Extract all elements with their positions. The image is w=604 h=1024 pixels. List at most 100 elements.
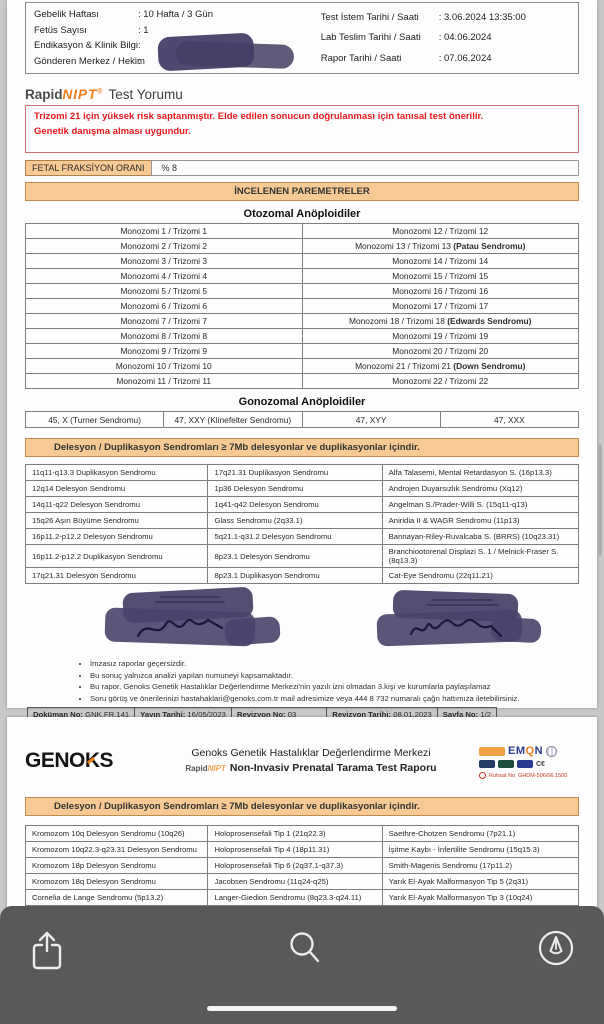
cell: Aniridia II & WAGR Sendromu (11p13) bbox=[381, 512, 580, 529]
cell-right-text: Monozomi 14 / Trizomi 14 bbox=[392, 256, 489, 266]
info-label: Gönderen Merkez / Hekim bbox=[34, 55, 145, 67]
markup-pen-icon[interactable] bbox=[536, 928, 576, 968]
cell: 47, XXX bbox=[439, 411, 580, 428]
cell: Kromozom 10q Delesyon Sendromu (10q26) bbox=[24, 825, 209, 842]
accreditation-logo-icon bbox=[479, 760, 495, 768]
cell-left: Monozomi 10 / Trizomi 10 bbox=[25, 358, 303, 374]
docinfo-value: 16/05/2023 bbox=[187, 710, 226, 720]
deldup-banner-page2: Delesyon / Duplikasyon Sendromları ≥ 7Mb… bbox=[25, 797, 579, 816]
info-row: Endikasyon & Klinik Bilgi : bbox=[34, 38, 321, 53]
cell-left: Monozomi 1 / Trizomi 1 bbox=[25, 223, 303, 239]
table-row: 15q26 Aşırı Büyüme Sendromu Glass Sendro… bbox=[24, 512, 580, 529]
report-title: RapidNIPT Non-Invasiv Prenatal Tarama Tes… bbox=[143, 762, 479, 774]
note-item: Soru görüş ve önerilerinizi hastahaklari… bbox=[90, 693, 597, 705]
gonozomal-table: 45, X (Turner Sendromu) 47, XXY (Klinefe… bbox=[24, 411, 580, 428]
docinfo-value: 03 bbox=[287, 710, 297, 720]
cell: Angelman S./Prader-Willi S. (15q11-q13) bbox=[381, 496, 580, 513]
table-row: 16p11.2-p12.2 Delesyon Sendromu 5q21.1-q… bbox=[24, 528, 580, 545]
cell-left: Monozomi 2 / Trizomi 2 bbox=[25, 238, 303, 254]
cell: Yarık El-Ayak Malformasyon Tip 5 (2q31) bbox=[381, 873, 580, 890]
accreditation-row-1: EMQN bbox=[479, 745, 579, 757]
table-row: Monozomi 2 / Trizomi 2 Monozomi 13 / Tri… bbox=[25, 238, 579, 254]
cell-right-text: Monozomi 13 / Trizomi 13 bbox=[355, 241, 454, 251]
cell: Androjen Duyarsızlık Sendromu (Xq12) bbox=[381, 480, 580, 497]
cell-right-text: Monozomi 21 / Trizomi 21 bbox=[355, 361, 454, 371]
warning-line-2: Genetik danışma alması uygundur. bbox=[34, 125, 191, 137]
brand-nipt: NIPT bbox=[62, 87, 98, 102]
risk-warning-box: Trizomi 21 için yüksek risk saptanmıştır… bbox=[25, 105, 579, 153]
deldup-banner: Delesyon / Duplikasyon Sendromları ≥ 7Mb… bbox=[25, 438, 579, 457]
table-row: Kromozom 10q Delesyon Sendromu (10q26) H… bbox=[24, 825, 580, 842]
table-row: 12q14 Delesyon Sendromu 1p36 Delesyon Se… bbox=[24, 480, 580, 497]
info-row: Lab Teslim Tarihi / Saati : 04.06.2024 bbox=[321, 30, 570, 45]
docinfo-value: GNK.FR.141 bbox=[85, 710, 130, 720]
search-icon[interactable] bbox=[287, 930, 323, 968]
scrollbar-thumb[interactable] bbox=[598, 444, 602, 556]
heading-suffix: Test Yorumu bbox=[108, 87, 183, 102]
cell: 15q26 Aşırı Büyüme Sendromu bbox=[24, 512, 209, 529]
accreditation-row-2: C€ bbox=[479, 760, 579, 768]
info-value: : 3.06.2024 13:35:00 bbox=[438, 11, 526, 23]
fetal-fraction-row: FETAL FRAKSİYON ORANI % 8 bbox=[25, 160, 579, 176]
cell: Cornelia de Lange Sendromu (5p13.2) bbox=[24, 889, 209, 906]
table-row: Kromozom 18q Delesyon Sendromu Jacobsen … bbox=[24, 873, 580, 890]
table-row: Cornelia de Lange Sendromu (5p13.2) Lang… bbox=[24, 889, 580, 906]
cell: Alfa Talasemi, Mental Retardasyon S. (16… bbox=[381, 464, 580, 481]
info-label: Lab Teslim Tarihi / Saati bbox=[320, 32, 421, 44]
page2-header: GENOKS Genoks Genetik Hastalıklar Değerl… bbox=[7, 717, 597, 779]
table-row: Kromozom 10q22.3-q23.31 Delesyon Sendrom… bbox=[24, 841, 580, 858]
cell-right: Monozomi 14 / Trizomi 14 bbox=[301, 253, 579, 269]
cell-right-syndrome: (Patau Sendromu) bbox=[453, 241, 526, 251]
accreditation-logo-icon bbox=[517, 760, 533, 768]
cell-right-text: Monozomi 22 / Trizomi 22 bbox=[392, 376, 489, 386]
share-icon[interactable] bbox=[30, 930, 64, 972]
cell-right-syndrome: (Edwards Sendromu) bbox=[447, 316, 532, 326]
report-page-1: Gebelik Haftası : 10 Hafta / 3 Gün Fetüs… bbox=[7, 0, 597, 743]
bottom-toolbar bbox=[0, 906, 604, 1024]
note-item: Bu rapor, Genoks Genetik Hastalıklar Değ… bbox=[90, 681, 597, 693]
table-row: Kromozom 18p Delesyon Sendromu Holoprose… bbox=[24, 857, 580, 874]
cell-right-text: Monozomi 16 / Trizomi 16 bbox=[392, 286, 489, 296]
warning-line-1: Trizomi 21 için yüksek risk saptanmıştır… bbox=[34, 111, 484, 122]
table-row: Monozomi 11 / Trizomi 11 Monozomi 22 / T… bbox=[25, 373, 579, 389]
cell-right: Monozomi 22 / Trizomi 22 bbox=[301, 373, 579, 389]
cell-left: Monozomi 8 / Trizomi 8 bbox=[25, 328, 303, 344]
otozomal-title: Otozomal Anöploidiler bbox=[243, 208, 361, 220]
brand-nipt: NIPT bbox=[207, 764, 226, 773]
header-center: Genoks Genetik Hastalıklar Değerlendirme… bbox=[143, 743, 479, 774]
cell: Kromozom 18p Delesyon Sendromu bbox=[24, 857, 209, 874]
table-row: 45, X (Turner Sendromu) 47, XXY (Klinefe… bbox=[24, 411, 580, 428]
cell: Bannayan-Riley-Ruvalcaba S. (BRRS) (10q2… bbox=[381, 528, 580, 545]
info-label: Endikasyon & Klinik Bilgi bbox=[34, 40, 139, 52]
cell-right: Monozomi 15 / Trizomi 15 bbox=[301, 268, 579, 284]
brand-rapid: Rapid bbox=[25, 87, 63, 102]
cell: 1p36 Delesyon Sendromu bbox=[207, 480, 383, 497]
signature-stamp-right bbox=[373, 589, 543, 648]
info-row: Gönderen Merkez / Hekim : bbox=[34, 54, 321, 69]
cell: Jacobsen Sendromu (11q24-q25) bbox=[207, 873, 383, 890]
cell-right: Monozomi 19 / Trizomi 19 bbox=[301, 328, 579, 344]
info-left-column: Gebelik Haftası : 10 Hafta / 3 Gün Fetüs… bbox=[34, 7, 321, 69]
ce-mark: C€ bbox=[536, 760, 545, 768]
disclaimer-notes: İmzasız raporlar geçersizdir. Bu sonuç y… bbox=[80, 658, 597, 704]
table-row: Monozomi 8 / Trizomi 8 Monozomi 19 / Tri… bbox=[25, 328, 579, 344]
cell: 17q21.31 Duplikasyon Sendromu bbox=[207, 464, 383, 481]
home-indicator[interactable] bbox=[207, 1006, 397, 1011]
info-value: : 04.06.2024 bbox=[438, 32, 492, 44]
cell-right-text: Monozomi 12 / Trizomi 12 bbox=[392, 226, 489, 236]
info-right-column: Test İstem Tarihi / Saati : 3.06.2024 13… bbox=[321, 7, 570, 69]
cell: Holoprosensefali Tip 4 (18p11.31) bbox=[207, 841, 383, 858]
cell: 8p23.1 Duplikasyon Sendromu bbox=[207, 567, 383, 584]
docinfo-value: 08.01.2023 bbox=[393, 710, 432, 720]
info-label: Rapor Tarihi / Saati bbox=[320, 53, 402, 65]
genoks-logo: GENOKS bbox=[25, 749, 114, 772]
docinfo-value: 1/2 bbox=[480, 710, 491, 720]
cell: 16p11.2-p12.2 Delesyon Sendromu bbox=[24, 528, 209, 545]
cell: 17q21.31 Delesyon Sendromu bbox=[24, 567, 209, 584]
deldup-table-page1: 11q11-q13.3 Duplikasyon Sendromu 17q21.3… bbox=[24, 464, 580, 584]
accreditation-block: EMQN C€ Ruhsat No: GHDM-506/06.1500 bbox=[479, 743, 579, 779]
docinfo-label: Revizyon No: bbox=[236, 710, 286, 720]
table-row: Monozomi 4 / Trizomi 4 Monozomi 15 / Tri… bbox=[25, 268, 579, 284]
caduceus-icon bbox=[479, 772, 486, 779]
cell-right-text: Monozomi 19 / Trizomi 19 bbox=[392, 331, 489, 341]
